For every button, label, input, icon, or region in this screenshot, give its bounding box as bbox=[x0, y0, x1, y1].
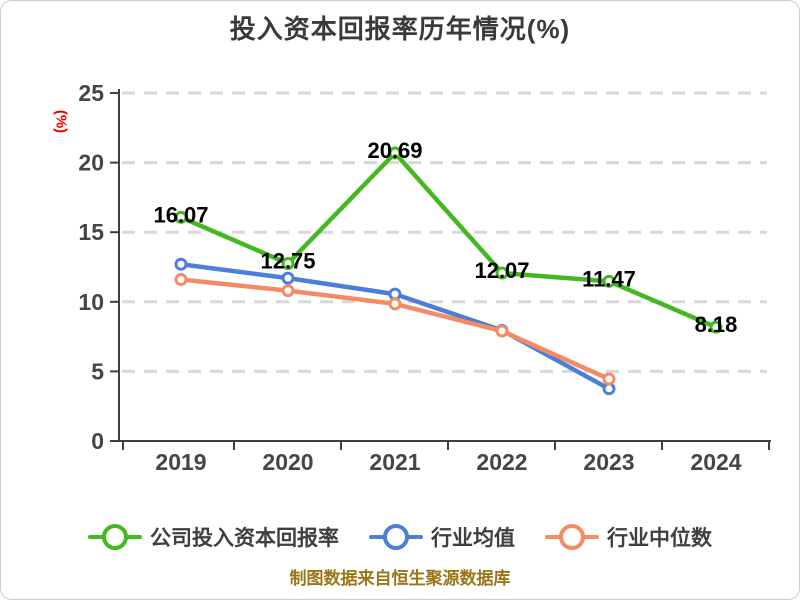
y-tick-label: 15 bbox=[78, 219, 104, 245]
y-tick-label: 10 bbox=[78, 289, 104, 315]
data-point-label: 11.47 bbox=[582, 266, 636, 291]
legend-marker-orange-icon bbox=[545, 523, 599, 551]
x-tick-label: 2024 bbox=[690, 449, 741, 475]
data-point-marker bbox=[388, 297, 402, 311]
x-tick-label: 2020 bbox=[262, 449, 313, 475]
x-tick-label: 2021 bbox=[369, 449, 420, 475]
legend-marker-blue-icon bbox=[369, 523, 423, 551]
data-point-label: 16.07 bbox=[153, 202, 208, 227]
data-point-marker bbox=[281, 257, 295, 271]
legend-item-industry-median: 行业中位数 bbox=[545, 522, 712, 552]
data-point-marker bbox=[174, 210, 188, 224]
source-note: 制图数据来自恒生聚源数据库 bbox=[289, 569, 511, 588]
legend-item-company-roic: 公司投入资本回报率 bbox=[88, 522, 339, 552]
y-tick-label: 5 bbox=[91, 358, 104, 384]
data-point-label: 8.18 bbox=[695, 312, 738, 337]
y-tick-label: 0 bbox=[91, 428, 104, 454]
legend-label: 行业中位数 bbox=[607, 527, 712, 550]
data-point-marker bbox=[281, 284, 295, 298]
data-point-marker bbox=[174, 257, 188, 271]
y-tick-label: 25 bbox=[78, 80, 104, 106]
data-point-label: 12.07 bbox=[474, 258, 529, 283]
x-tick-label: 2023 bbox=[583, 449, 634, 475]
chart-title: 投入资本回报率历年情况(%) bbox=[229, 14, 571, 44]
data-point-marker bbox=[281, 271, 295, 285]
data-point-marker bbox=[495, 266, 509, 280]
data-point-marker bbox=[602, 274, 616, 288]
x-tick-label: 2022 bbox=[476, 449, 527, 475]
legend-label: 公司投入资本回报率 bbox=[150, 527, 339, 550]
data-point-marker bbox=[388, 146, 402, 160]
data-point-marker bbox=[709, 320, 723, 334]
y-tick-label: 20 bbox=[78, 150, 104, 176]
chart-legend: 公司投入资本回报率 行业均值 行业中位数 bbox=[1, 522, 799, 552]
data-point-label: 20.69 bbox=[367, 138, 422, 163]
legend-item-industry-mean: 行业均值 bbox=[369, 522, 515, 552]
legend-marker-green-icon bbox=[88, 523, 142, 551]
x-tick-label: 2019 bbox=[155, 449, 206, 475]
data-point-label: 12.75 bbox=[260, 249, 315, 274]
data-point-marker bbox=[602, 372, 616, 386]
data-point-marker bbox=[174, 273, 188, 287]
legend-label: 行业均值 bbox=[431, 527, 515, 550]
data-point-marker bbox=[495, 324, 509, 338]
series-line bbox=[178, 150, 719, 330]
